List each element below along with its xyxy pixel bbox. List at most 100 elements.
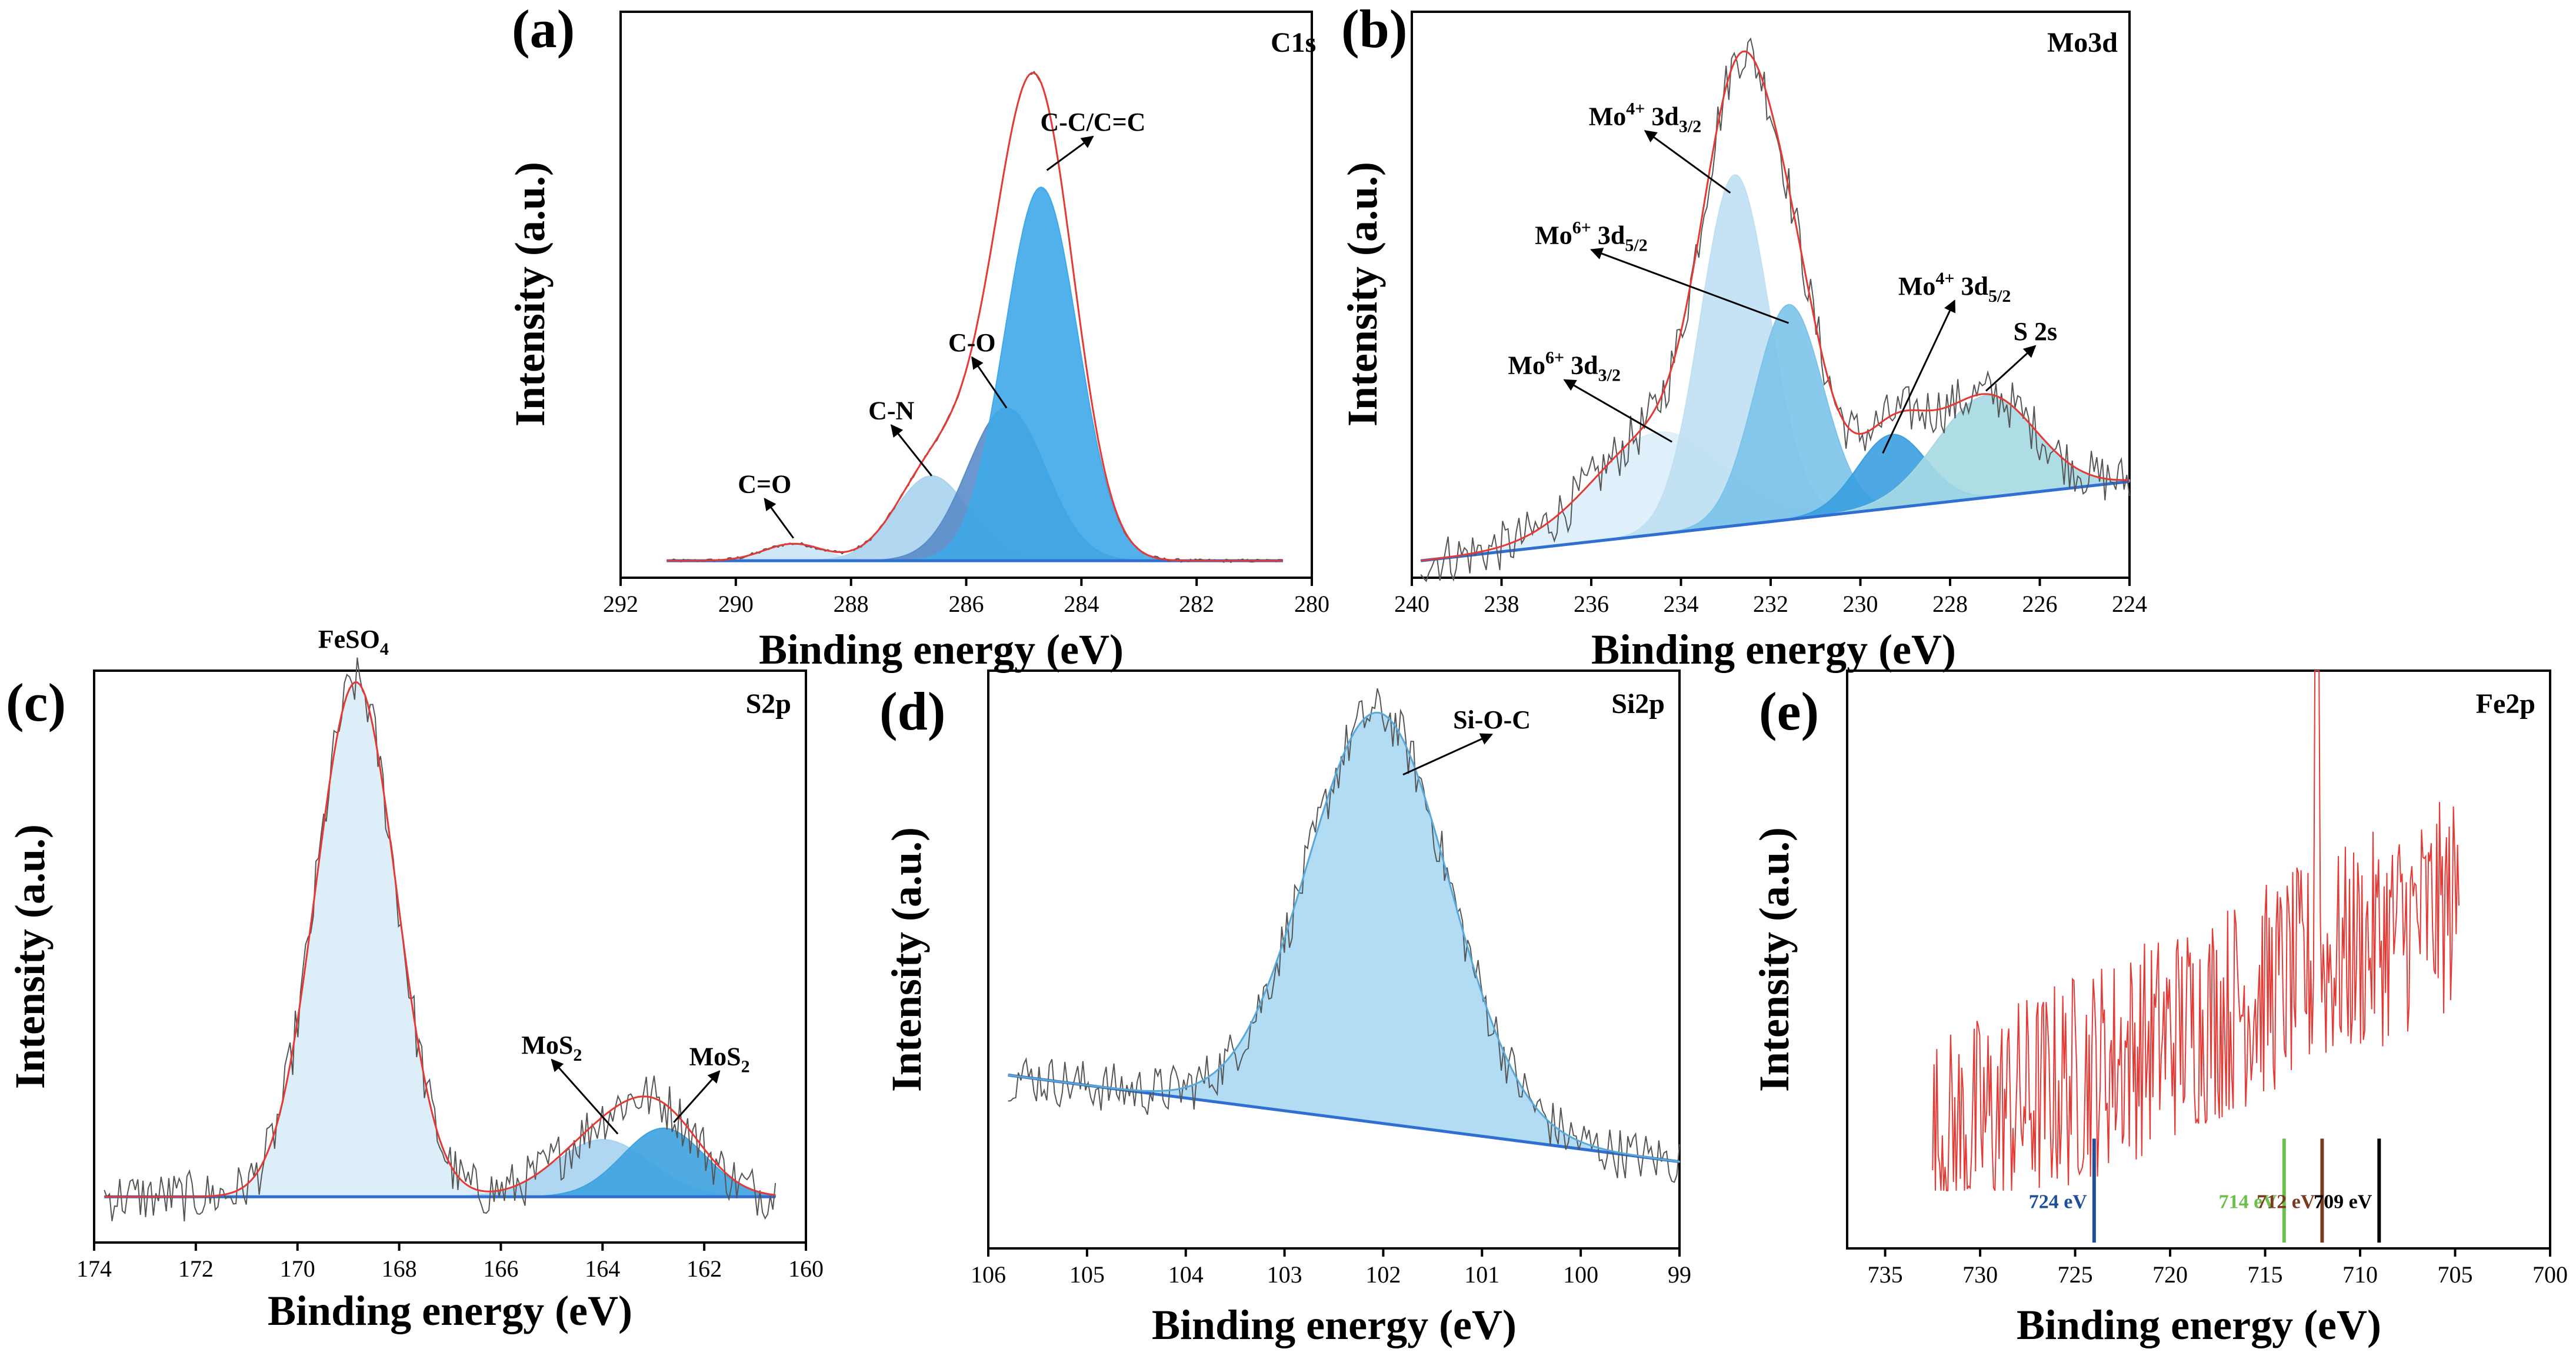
x-tick-label: 282 [1179,591,1214,617]
y-axis-title: Intensity (a.u.) [883,827,930,1092]
x-tick-label: 230 [1843,591,1878,617]
fit-envelope-line [667,72,1283,562]
x-tick-label: 240 [1394,591,1429,617]
plot-frame [93,669,807,1244]
y-axis-title: Intensity (a.u.) [6,824,54,1089]
x-tick-label: 106 [971,1261,1006,1288]
x-tick-label: 238 [1484,591,1519,617]
x-tick-label: 102 [1365,1261,1401,1288]
x-tick-label: 700 [2532,1261,2568,1288]
peak-component [104,681,776,1198]
x-tick-label: 172 [178,1255,214,1282]
annotation-arrow [1590,248,1789,324]
x-tick-label: 735 [1868,1261,1903,1288]
panel-label: (b) [1341,0,1407,59]
panel-label: (a) [512,0,575,59]
peak-label: MoS2 [521,1031,582,1065]
panel-label: (e) [1759,681,1819,741]
peak-component [667,186,1283,562]
x-tick-label: 286 [949,591,984,617]
raw-data-line [104,657,777,1222]
plot-area: 106 105 104 103 102 101 100 99 Si-O-C [971,688,1691,1288]
panel-label: (c) [6,672,66,732]
x-tick-label: 164 [585,1255,620,1282]
annotation-arrow [1644,130,1731,194]
x-axis-title: Binding energy (eV) [759,626,1124,673]
reference-line-label: 709 eV [2314,1191,2372,1213]
annotation-arrow [551,1058,619,1135]
x-tick-label: 232 [1753,591,1788,617]
peak-label: C=O [738,470,791,499]
annotation-arrow [1985,345,2037,392]
x-tick-label: 103 [1267,1261,1302,1288]
x-tick-label: 730 [1962,1261,1998,1288]
baseline-line [1420,479,2130,562]
fit-envelope-line [104,681,776,1198]
x-tick-label: 228 [1932,591,1968,617]
reference-line-label: 712 eV [2257,1191,2315,1213]
x-tick-label: 236 [1574,591,1609,617]
plot-frame [987,669,1681,1250]
plot-area: 240 238 236 234 232 230 228 226 224 Mo6+ 3d3/2 Mo4… [1394,37,2147,617]
raw-data-line [1008,688,1680,1183]
x-tick-label: 162 [687,1255,722,1282]
annotation-arrow [1563,379,1672,443]
x-tick-label: 105 [1069,1261,1105,1288]
x-tick-label: 99 [1668,1261,1691,1288]
corner-label: C1s [1271,27,1316,58]
x-tick-label: 168 [382,1255,417,1282]
peak-label: C-O [948,328,996,357]
x-tick-label: 224 [2112,591,2147,617]
peak-label: Mo6+ 3d5/2 [1535,218,1647,255]
x-tick-label: 292 [603,591,638,617]
peak-label: S 2s [2014,317,2058,346]
x-tick-label: 720 [2152,1261,2188,1288]
corner-label: S2p [746,688,791,720]
peak-label: C-N [868,397,914,425]
x-tick-label: 725 [2058,1261,2093,1288]
fit-envelope-line [1421,50,2130,562]
peak-label: FeSO4 [318,625,389,659]
annotation-arrow [890,424,932,477]
peak-label: Si-O-C [1453,705,1531,734]
x-axis-title: Binding energy (eV) [1591,626,1956,673]
annotation-arrow [1046,135,1094,171]
plot-area: 292 290 288 286 284 282 280 C=O C-N C-O C-C/C=C [603,71,1329,617]
peak-label: MoS2 [689,1042,750,1077]
fit-envelope-line [1008,711,1680,1163]
annotation-arrow [1402,733,1493,776]
x-tick-label: 166 [483,1255,518,1282]
reference-line-label: 714 eV [2219,1191,2278,1213]
raw-data-line [1932,670,2460,1191]
y-axis-title: Intensity (a.u.) [1339,162,1386,427]
x-tick-label: 170 [280,1255,315,1282]
panel-c: 174 172 170 168 166 164 162 160 FeSO4 MoS2 MoS2 (c… [6,625,824,1334]
panel-label: (d) [879,681,945,741]
peak-label: Mo6+ 3d3/2 [1508,348,1621,385]
x-tick-label: 234 [1664,591,1699,617]
x-tick-label: 100 [1563,1261,1598,1288]
plot-area: 174 172 170 168 166 164 162 160 FeSO4 MoS2 MoS2 [76,625,824,1282]
x-axis-title: Binding energy (eV) [2017,1301,2381,1348]
x-tick-label: 104 [1168,1261,1204,1288]
panel-b: 240 238 236 234 232 230 228 226 224 Mo6+ 3d3/2 Mo4… [1339,0,2147,673]
x-tick-label: 280 [1294,591,1329,617]
annotation-arrow [971,356,1008,409]
x-tick-label: 160 [788,1255,824,1282]
panel-a: 292 290 288 286 284 282 280 C=O C-N C-O C-C/C=C (a… [506,0,1329,673]
reference-line-label: 724 eV [2029,1191,2088,1213]
corner-label: Si2p [1611,688,1665,720]
corner-label: Fe2p [2476,688,2535,720]
x-tick-label: 290 [718,591,754,617]
panel-e: 735 730 725 720 715 710 705 700 724 eV 714 eV712 … [1751,669,2568,1348]
plot-area: 735 730 725 720 715 710 705 700 724 eV 714 eV712 … [1868,670,2568,1288]
plot-frame [1846,669,2551,1250]
y-axis-title: Intensity (a.u.) [506,162,554,427]
peak-label: Mo4+ 3d5/2 [1898,269,2011,306]
annotation-arrow [764,498,794,539]
peak-label: Mo4+ 3d3/2 [1589,99,1701,136]
x-tick-label: 288 [834,591,869,617]
x-axis-title: Binding energy (eV) [1152,1301,1517,1348]
x-tick-label: 101 [1464,1261,1499,1288]
